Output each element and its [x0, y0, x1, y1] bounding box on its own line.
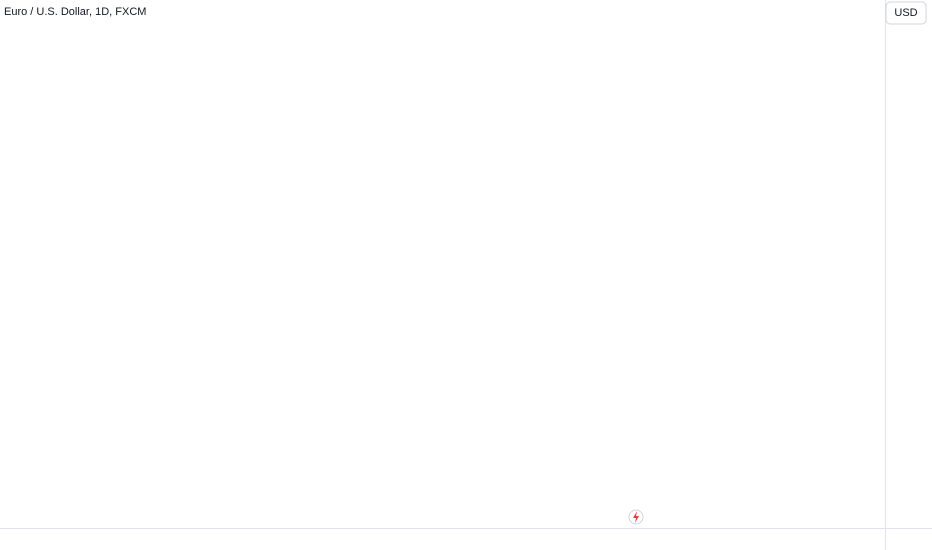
chart-title: Euro / U.S. Dollar, 1D, FXCM	[4, 6, 146, 18]
currency-label[interactable]: USD	[894, 7, 917, 19]
replay-icon[interactable]	[628, 509, 644, 525]
currency-button[interactable]	[885, 1, 927, 25]
